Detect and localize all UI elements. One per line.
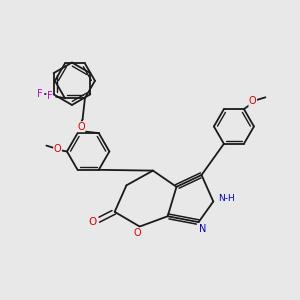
Text: O: O [134,228,141,238]
Text: F: F [37,89,42,99]
Text: O: O [249,96,256,106]
Text: O: O [77,122,85,132]
Text: N: N [199,224,207,234]
Text: F: F [47,91,52,101]
Text: O: O [88,218,97,227]
Text: N-H: N-H [218,194,235,203]
Text: O: O [54,144,61,154]
